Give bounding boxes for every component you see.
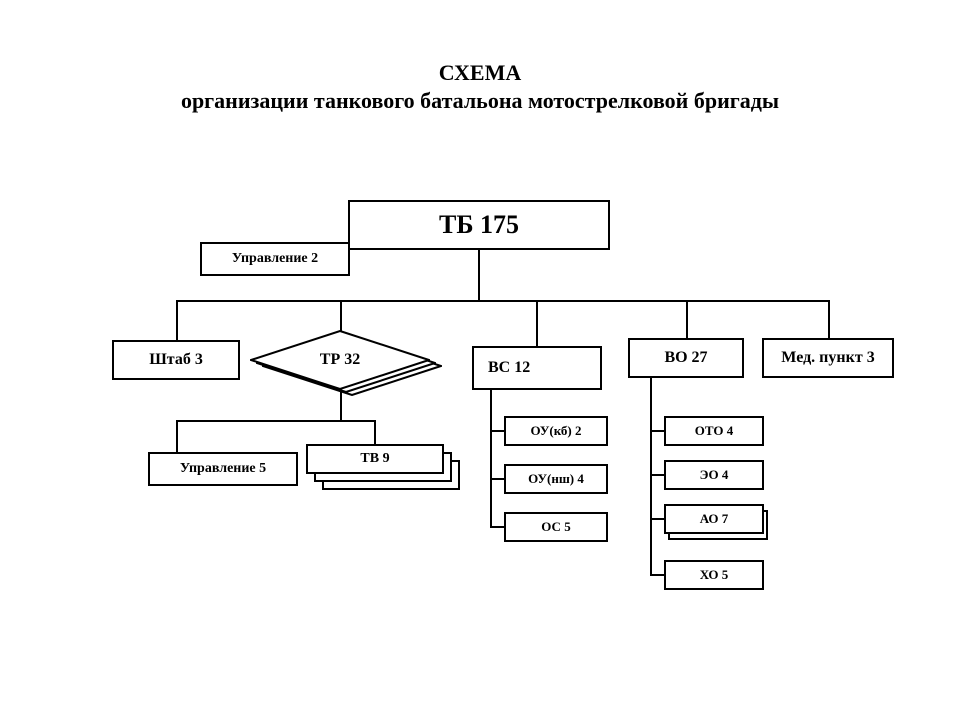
node-ao: АО 7 [664, 504, 764, 534]
connector [650, 430, 664, 432]
node-ou_nsh: ОУ(нш) 4 [504, 464, 608, 494]
chart-title-line2: организации танкового батальона мотостре… [0, 88, 960, 114]
connector [536, 300, 538, 346]
node-root: ТБ 175 [348, 200, 610, 250]
node-label: ТБ 175 [350, 210, 608, 240]
connector [478, 250, 480, 300]
connector [650, 474, 664, 476]
node-eo: ЭО 4 [664, 460, 764, 490]
node-tv: ТВ 9 [306, 444, 444, 474]
node-label: Управление 5 [150, 461, 296, 477]
node-os: ОС 5 [504, 512, 608, 542]
node-upravl5: Управление 5 [148, 452, 298, 486]
connector [176, 300, 178, 340]
node-label: ЭО 4 [666, 467, 762, 483]
node-label: ОС 5 [506, 519, 606, 535]
node-label: ВС 12 [474, 359, 600, 377]
node-label: ТВ 9 [308, 451, 442, 467]
node-label: ТР 32 [250, 351, 430, 369]
connector [176, 420, 376, 422]
node-label: ВО 27 [630, 349, 742, 367]
connector [490, 478, 504, 480]
node-label: Мед. пункт 3 [764, 349, 892, 367]
node-med: Мед. пункт 3 [762, 338, 894, 378]
node-vo: ВО 27 [628, 338, 744, 378]
connector [650, 574, 664, 576]
node-label: ОТО 4 [666, 423, 762, 439]
chart-title-line1: СХЕМА [0, 60, 960, 86]
node-xo: ХО 5 [664, 560, 764, 590]
node-upravl2: Управление 2 [200, 242, 350, 276]
connector [176, 300, 828, 302]
node-oto: ОТО 4 [664, 416, 764, 446]
connector [828, 300, 830, 338]
connector [686, 300, 688, 338]
node-ou_kb: ОУ(кб) 2 [504, 416, 608, 446]
connector [490, 390, 492, 528]
org-chart-canvas: СХЕМА организации танкового батальона мо… [0, 0, 960, 720]
node-label: ОУ(нш) 4 [506, 471, 606, 487]
node-label: ХО 5 [666, 567, 762, 583]
connector [374, 420, 376, 444]
node-label: Управление 2 [202, 251, 348, 267]
node-label: АО 7 [666, 511, 762, 527]
connector [340, 300, 342, 334]
node-vs: ВС 12 [472, 346, 602, 390]
connector [490, 526, 504, 528]
node-label: ОУ(кб) 2 [506, 423, 606, 439]
connector [176, 420, 178, 452]
node-shtab: Штаб 3 [112, 340, 240, 380]
node-label: Штаб 3 [114, 351, 238, 369]
connector [650, 378, 652, 576]
node-tr: ТР 32 [250, 330, 430, 390]
connector [490, 430, 504, 432]
connector [650, 518, 664, 520]
